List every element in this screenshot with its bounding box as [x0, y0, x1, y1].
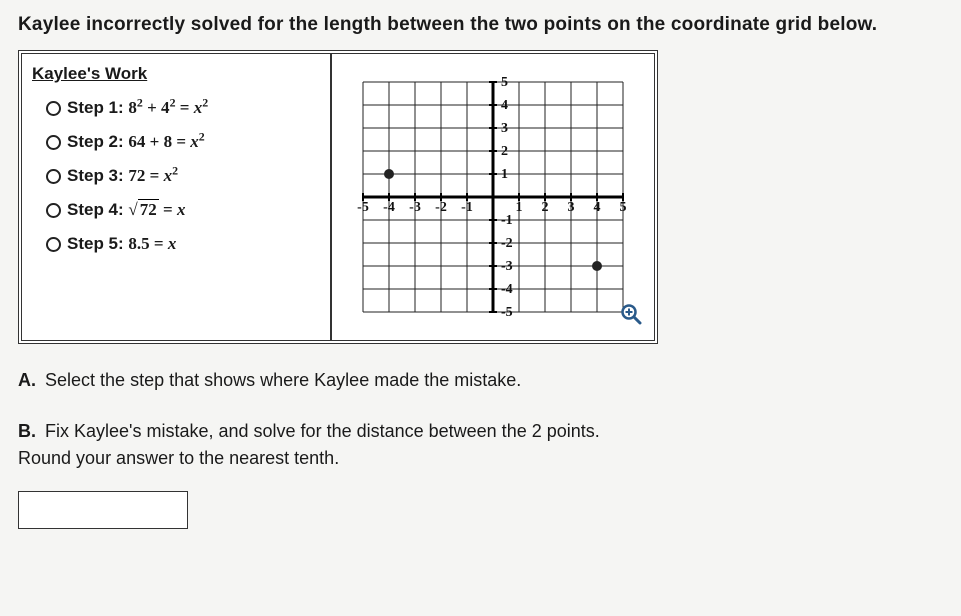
- step-expr: √72 = x: [128, 200, 185, 220]
- question-a: A. Select the step that shows where Kayl…: [18, 370, 943, 391]
- work-title: Kaylee's Work: [32, 64, 316, 84]
- step-expr: 64 + 8 = x2: [128, 132, 204, 152]
- radio-icon[interactable]: [46, 203, 61, 218]
- step-4-row[interactable]: Step 4: √72 = x: [46, 200, 316, 220]
- step-1-row[interactable]: Step 1: 82 + 42 = x2: [46, 98, 316, 118]
- svg-text:-1: -1: [501, 213, 513, 228]
- step-label: Step 5:: [67, 234, 124, 254]
- svg-text:4: 4: [594, 200, 601, 215]
- svg-text:-2: -2: [435, 200, 447, 215]
- step-5-row[interactable]: Step 5: 8.5 = x: [46, 234, 316, 254]
- radio-icon[interactable]: [46, 101, 61, 116]
- svg-text:-4: -4: [383, 200, 395, 215]
- svg-text:4: 4: [501, 98, 508, 113]
- step-expr: 8.5 = x: [128, 234, 176, 254]
- step-2-row[interactable]: Step 2: 64 + 8 = x2: [46, 132, 316, 152]
- step-label: Step 2:: [67, 132, 124, 152]
- svg-text:-3: -3: [409, 200, 421, 215]
- coordinate-grid: -5-4-3-2-112345-5-4-3-2-112345: [343, 62, 643, 332]
- work-box: Kaylee's Work Step 1: 82 + 42 = x2 Step …: [18, 50, 658, 344]
- question-letter: A.: [18, 370, 36, 390]
- svg-text:5: 5: [620, 200, 627, 215]
- svg-text:-1: -1: [461, 200, 473, 215]
- steps-column: Kaylee's Work Step 1: 82 + 42 = x2 Step …: [22, 54, 332, 340]
- svg-text:-4: -4: [501, 282, 513, 297]
- step-label: Step 4:: [67, 200, 124, 220]
- question-text-line1: Fix Kaylee's mistake, and solve for the …: [45, 421, 600, 441]
- radio-icon[interactable]: [46, 169, 61, 184]
- svg-text:-3: -3: [501, 259, 513, 274]
- svg-text:3: 3: [568, 200, 575, 215]
- question-text: Select the step that shows where Kaylee …: [45, 370, 521, 390]
- step-label: Step 3:: [67, 166, 124, 186]
- svg-text:1: 1: [516, 200, 523, 215]
- answer-input[interactable]: [18, 491, 188, 529]
- graph-column: -5-4-3-2-112345-5-4-3-2-112345: [332, 54, 654, 340]
- svg-text:2: 2: [542, 200, 549, 215]
- prompt-text: Kaylee incorrectly solved for the length…: [18, 14, 943, 36]
- svg-text:5: 5: [501, 75, 508, 90]
- svg-text:2: 2: [501, 144, 508, 159]
- step-expr: 72 = x2: [128, 166, 178, 186]
- question-text-line2: Round your answer to the nearest tenth.: [18, 448, 943, 469]
- step-label: Step 1:: [67, 98, 124, 118]
- magnify-icon[interactable]: [620, 303, 642, 330]
- radio-icon[interactable]: [46, 237, 61, 252]
- svg-text:-5: -5: [357, 200, 369, 215]
- svg-text:-2: -2: [501, 236, 513, 251]
- question-letter: B.: [18, 421, 36, 441]
- svg-text:3: 3: [501, 121, 508, 136]
- step-expr: 82 + 42 = x2: [128, 98, 208, 118]
- step-3-row[interactable]: Step 3: 72 = x2: [46, 166, 316, 186]
- radio-icon[interactable]: [46, 135, 61, 150]
- svg-text:1: 1: [501, 167, 508, 182]
- svg-text:-5: -5: [501, 305, 513, 320]
- question-b: B. Fix Kaylee's mistake, and solve for t…: [18, 421, 943, 469]
